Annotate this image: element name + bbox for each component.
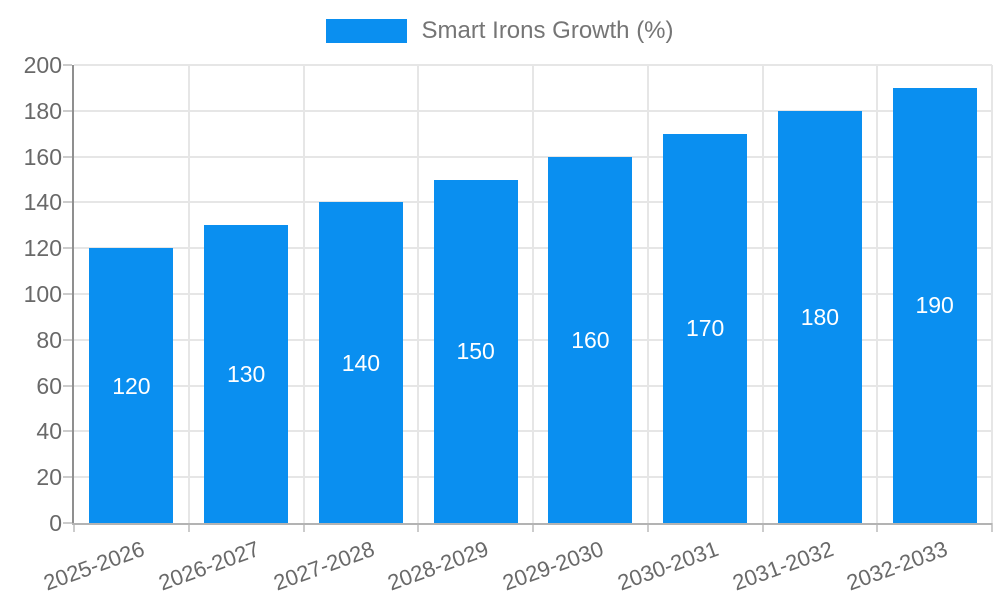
vertical-gridline — [417, 65, 420, 523]
plot-area: 120 130 140 150 160 170 180 190 — [63, 64, 993, 532]
y-axis-tick-label: 180 — [23, 97, 62, 124]
y-axis-tick — [63, 109, 72, 112]
bar: 170 — [663, 133, 748, 523]
bar: 190 — [892, 87, 977, 523]
y-axis-tick-label: 160 — [23, 143, 62, 170]
vertical-gridline — [991, 65, 993, 523]
bar: 130 — [204, 225, 289, 523]
y-axis-tick — [63, 201, 72, 204]
y-axis-tick — [63, 293, 72, 295]
y-axis-tick-label: 140 — [23, 189, 62, 216]
bar-value-label: 180 — [800, 303, 840, 330]
bar-value-label: 190 — [915, 292, 954, 319]
y-axis-tick — [63, 338, 72, 341]
bar-value-label: 130 — [226, 361, 266, 388]
x-axis-tick-label: 2025-2026 — [40, 536, 148, 596]
y-axis-line — [72, 65, 74, 523]
y-axis-tick — [63, 476, 72, 479]
x-axis-line — [72, 523, 992, 525]
x-axis-tick — [187, 523, 190, 532]
x-axis-tick — [73, 523, 75, 532]
y-axis-tick — [63, 384, 72, 387]
y-axis-tick — [63, 64, 72, 66]
vertical-gridline — [876, 65, 879, 523]
y-axis-tick — [63, 430, 72, 433]
vertical-gridline — [532, 65, 534, 523]
x-axis-tick — [646, 523, 649, 532]
bar: 180 — [777, 110, 862, 523]
x-axis-tick-label: 2026-2027 — [155, 536, 263, 596]
chart-legend: Smart Irons Growth (%) — [0, 17, 1000, 45]
vertical-gridline — [187, 65, 190, 523]
x-axis-tick — [532, 523, 534, 532]
legend-swatch — [326, 19, 408, 43]
x-axis-tick-label: 2028-2029 — [384, 536, 493, 596]
bar: 120 — [89, 248, 174, 523]
x-axis-tick — [302, 523, 305, 532]
bar-value-label: 140 — [341, 349, 381, 376]
x-axis-tick-label: 2031-2032 — [729, 536, 837, 596]
bar: 160 — [548, 156, 633, 523]
vertical-gridline — [302, 65, 305, 523]
legend-label: Smart Irons Growth (%) — [421, 17, 674, 44]
bar: 150 — [433, 179, 518, 523]
y-axis-tick — [63, 522, 72, 524]
x-axis-tick — [417, 523, 420, 532]
bar-value-label: 120 — [112, 372, 151, 399]
bar: 140 — [318, 202, 403, 523]
x-axis-tick-label: 2029-2030 — [499, 536, 607, 596]
y-axis-tick — [63, 247, 72, 250]
x-axis-tick-label: 2027-2028 — [270, 536, 378, 596]
vertical-gridline — [761, 65, 764, 523]
bar-value-label: 170 — [685, 315, 725, 342]
y-axis-tick-label: 80 — [36, 326, 62, 353]
y-axis-tick-label: 120 — [23, 235, 62, 262]
y-axis-tick-label: 40 — [36, 418, 62, 445]
y-axis-tick-label: 0 — [49, 510, 62, 536]
vertical-gridline — [646, 65, 649, 523]
x-axis-tick — [876, 523, 879, 532]
x-axis-tick-label: 2032-2033 — [843, 536, 952, 596]
bar-value-label: 160 — [571, 326, 610, 353]
x-axis-tick-label: 2030-2031 — [614, 536, 722, 596]
y-axis-tick-label: 60 — [36, 372, 62, 399]
y-axis-tick-label: 20 — [36, 464, 62, 491]
y-axis-tick-label: 100 — [23, 281, 62, 307]
x-axis-tick — [761, 523, 764, 532]
y-axis-tick-label: 200 — [23, 52, 62, 78]
x-axis-tick — [991, 523, 993, 532]
y-axis-tick — [63, 155, 72, 158]
bar-value-label: 150 — [456, 338, 495, 365]
